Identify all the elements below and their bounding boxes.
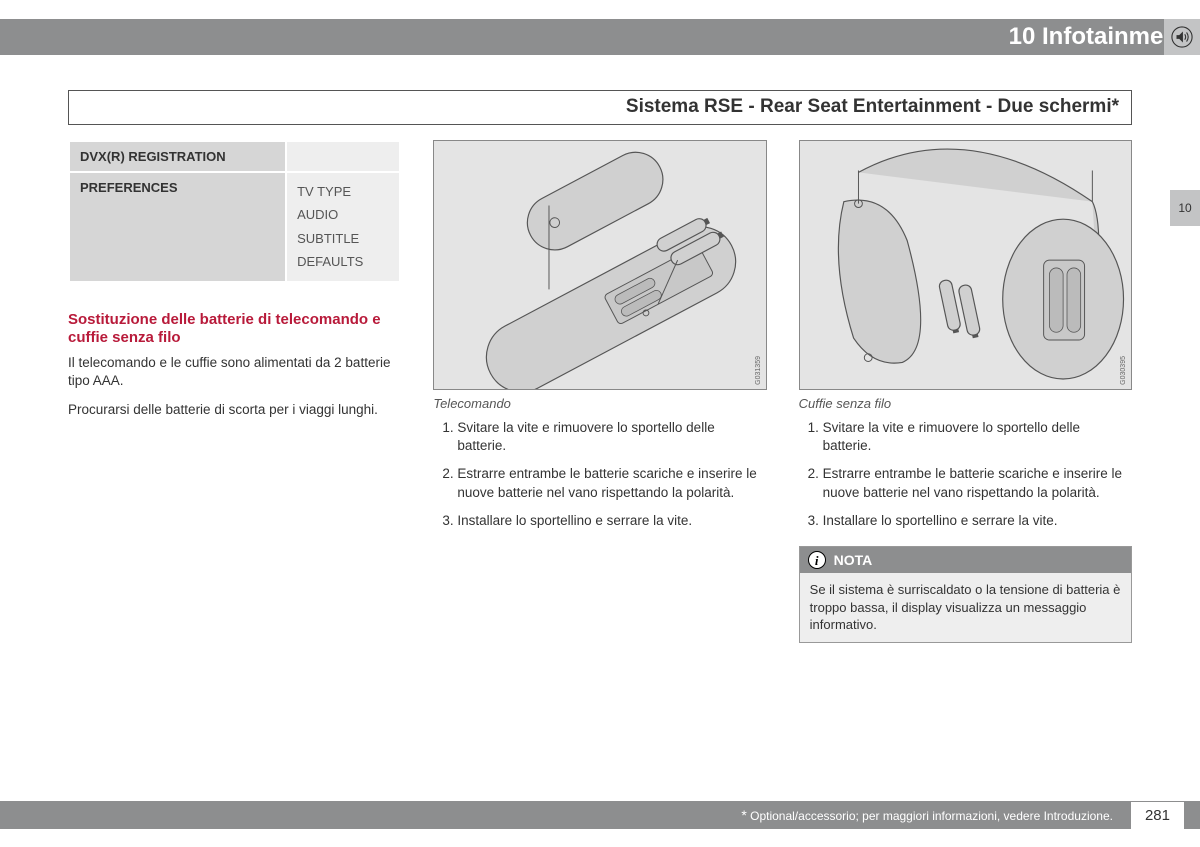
image-code: G030395 [1120,356,1127,385]
speaker-icon-box [1164,19,1200,55]
column-2: G031359 Telecomando Svitare la vite e ri… [433,140,766,787]
step: Installare lo sportellino e serrare la v… [457,512,766,530]
table-label: PREFERENCES [69,172,286,282]
info-icon: i [808,551,826,569]
chapter-title: 10 Infotainment [1009,23,1186,51]
footer-note: Optional/accessorio; per maggiori inform… [750,809,1113,823]
subsection-heading: Sostituzione delle batterie di telecoman… [68,311,401,349]
step: Estrarre entrambe le batterie scariche e… [457,465,766,501]
steps-list: Svitare la vite e rimuovere lo sportello… [799,419,1132,530]
remote-illustration: G031359 [433,140,766,390]
speaker-icon [1171,26,1193,48]
note-title: NOTA [834,552,873,568]
step: Estrarre entrambe le batterie scariche e… [823,465,1132,501]
content-area: DVX(R) REGISTRATION PREFERENCES TV TYPE … [68,140,1132,787]
figure-caption: Telecomando [433,396,766,411]
step: Svitare la vite e rimuovere lo sportello… [823,419,1132,455]
figure-caption: Cuffie senza filo [799,396,1132,411]
steps-list: Svitare la vite e rimuovere lo sportello… [433,419,766,530]
table-value [286,141,400,172]
note-box: i NOTA Se il sistema è surriscaldato o l… [799,546,1132,643]
footer-text: * Optional/accessorio; per maggiori info… [741,807,1113,823]
preferences-table: DVX(R) REGISTRATION PREFERENCES TV TYPE … [68,140,401,283]
chapter-header: 10 Infotainment [0,19,1200,55]
page-number: 281 [1131,802,1184,829]
headphone-illustration: G030395 [799,140,1132,390]
image-code: G031359 [755,356,762,385]
column-3: G030395 Cuffie senza filo Svitare la vit… [799,140,1132,787]
note-header: i NOTA [800,547,1131,573]
table-label: DVX(R) REGISTRATION [69,141,286,172]
step: Svitare la vite e rimuovere lo sportello… [457,419,766,455]
step: Installare lo sportellino e serrare la v… [823,512,1132,530]
section-title: Sistema RSE - Rear Seat Entertainment - … [68,90,1132,125]
footer-bar: * Optional/accessorio; per maggiori info… [0,801,1200,829]
paragraph: Il telecomando e le cuffie sono alimenta… [68,354,401,390]
side-tab: 10 [1170,190,1200,226]
note-body: Se il sistema è surriscaldato o la tensi… [800,573,1131,642]
asterisk-icon: * [741,807,746,823]
column-1: DVX(R) REGISTRATION PREFERENCES TV TYPE … [68,140,401,787]
table-value: TV TYPE AUDIO SUBTITLE DEFAULTS [286,172,400,282]
paragraph: Procurarsi delle batterie di scorta per … [68,401,401,419]
